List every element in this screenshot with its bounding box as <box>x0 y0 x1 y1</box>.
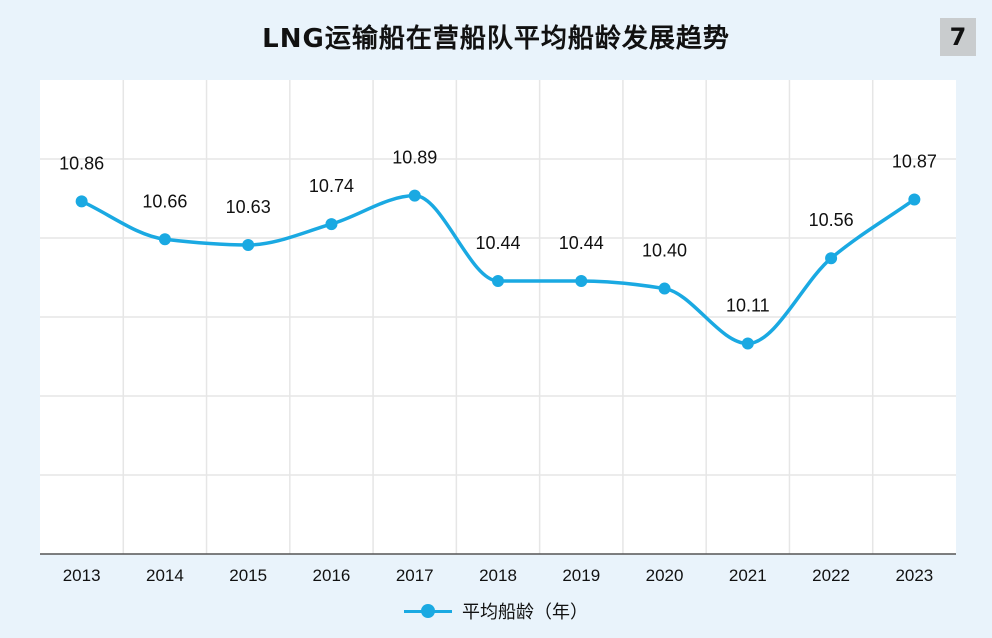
data-label: 10.44 <box>559 233 604 253</box>
x-tick-label: 2020 <box>646 566 684 585</box>
x-tick-label: 2021 <box>729 566 767 585</box>
data-point <box>492 274 504 287</box>
data-label: 10.56 <box>809 210 854 230</box>
legend: 平均船龄（年） <box>0 598 992 624</box>
data-label: 10.87 <box>892 151 937 171</box>
x-tick-label: 2014 <box>146 566 184 585</box>
data-point <box>408 189 421 202</box>
x-tick-label: 2017 <box>396 566 434 585</box>
x-tick-label: 2018 <box>479 566 517 585</box>
legend-line-marker-icon <box>404 603 452 619</box>
page-title: LNG运输船在营船队平均船龄发展趋势 <box>262 24 730 54</box>
data-label: 10.74 <box>309 176 354 196</box>
data-point <box>325 218 338 231</box>
data-point <box>575 274 588 287</box>
legend-label: 平均船龄（年） <box>462 602 588 623</box>
data-points <box>75 189 921 350</box>
data-point <box>158 233 171 246</box>
data-label: 10.44 <box>475 233 520 253</box>
page-number-badge: 7 <box>940 18 976 56</box>
data-label: 10.11 <box>726 296 770 316</box>
data-label: 10.63 <box>226 197 271 217</box>
x-tick-label: 2015 <box>229 566 267 585</box>
data-point <box>242 238 255 251</box>
data-point <box>75 195 88 208</box>
data-labels: 10.86 10.66 10.63 10.74 10.89 10.44 10.44 10.40… <box>59 148 937 316</box>
data-point <box>658 282 671 295</box>
data-point <box>741 337 754 350</box>
data-label: 10.40 <box>642 241 687 261</box>
x-tick-label: 2022 <box>812 566 850 585</box>
x-tick-label: 2016 <box>313 566 351 585</box>
x-tick-labels: 2013 2014 2015 2016 2017 2018 2019 2020 2021 2022… <box>63 566 934 585</box>
data-label: 10.66 <box>142 191 187 211</box>
data-point <box>825 252 838 265</box>
x-tick-label: 2013 <box>63 566 101 585</box>
x-tick-label: 2019 <box>562 566 600 585</box>
grid-lines <box>40 80 956 554</box>
data-point <box>908 193 921 206</box>
data-label: 10.86 <box>59 153 104 173</box>
x-tick-label: 2023 <box>895 566 933 585</box>
data-label: 10.89 <box>392 148 437 168</box>
